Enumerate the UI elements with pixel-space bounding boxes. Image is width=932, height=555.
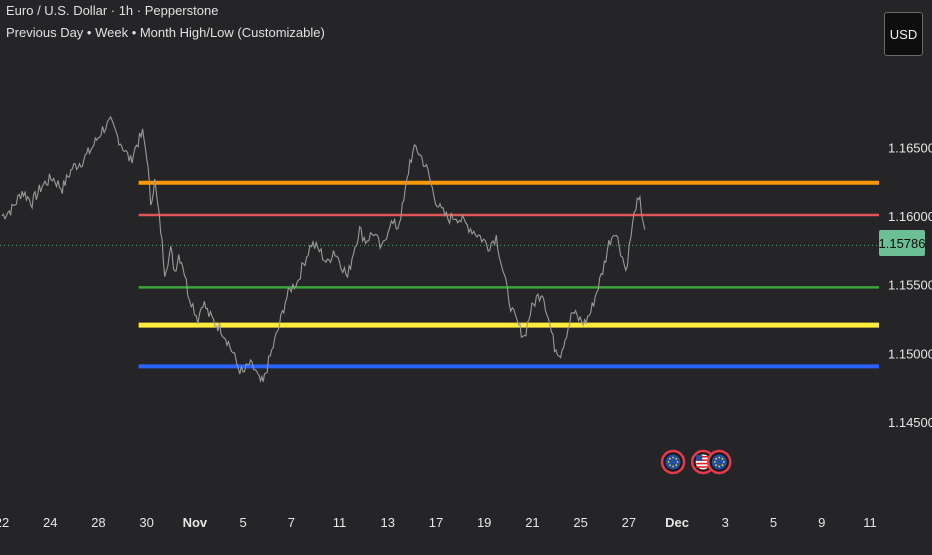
eu-star [715,464,717,467]
x-tick-label: 19 [477,515,491,530]
eu-star [715,457,717,460]
y-tick-label: 1.16500 [888,140,932,155]
indicator-title[interactable]: Previous Day • Week • Month High/Low (Cu… [6,25,325,40]
us-stripe [696,459,711,461]
eu-star [672,456,674,459]
x-tick-label: 7 [288,515,295,530]
x-tick-label: Nov [183,515,208,530]
eu-star [721,457,724,460]
us-canton [696,455,703,461]
symbol-title[interactable]: Euro / U.S. Dollar · 1h · Pepperstone [6,3,219,18]
eu-star [668,464,671,467]
currency-button[interactable]: USD [884,12,923,56]
eu-star [668,457,671,460]
eu-star [667,461,670,463]
y-tick-label: 1.14500 [888,415,932,430]
y-tick-label: 1.16000 [888,209,932,224]
us-stripe [696,462,711,465]
x-tick-label: 5 [770,515,777,530]
y-tick-label: 1.15500 [888,278,932,293]
x-tick-label: 24 [43,515,57,530]
x-tick-label: 25 [573,515,587,530]
x-tick-label: 30 [139,515,153,530]
x-tick-label: 21 [525,515,539,530]
x-tick-label: 22 [0,515,9,530]
eu-star [718,456,721,459]
y-tick-label: 1.15000 [888,346,932,361]
eu-star [713,461,716,463]
x-tick-label: 11 [333,515,347,530]
eu-star [672,465,674,468]
eu-flag-icon [660,449,686,475]
x-tick-label: 27 [622,515,636,530]
current-price-badge: 1.15786 [879,230,926,256]
eu-star [675,457,678,460]
x-tick-label: Dec [665,515,689,530]
eu-star [722,461,725,463]
x-tick-label: 17 [429,515,443,530]
x-tick-label: 5 [239,515,246,530]
x-tick-label: 28 [91,515,105,530]
x-tick-label: 13 [381,515,395,530]
us-stripe [696,456,711,458]
x-tick-label: 9 [818,515,825,530]
price-series-line [1,115,646,384]
eu-flag-icon [707,449,732,475]
x-tick-label: 3 [722,515,729,530]
x-tick-label: 11 [863,515,877,530]
eu-star [676,461,679,463]
us-stripe [696,466,711,468]
eu-star [675,464,678,467]
eu-star [721,464,724,467]
eu-star [718,465,721,468]
